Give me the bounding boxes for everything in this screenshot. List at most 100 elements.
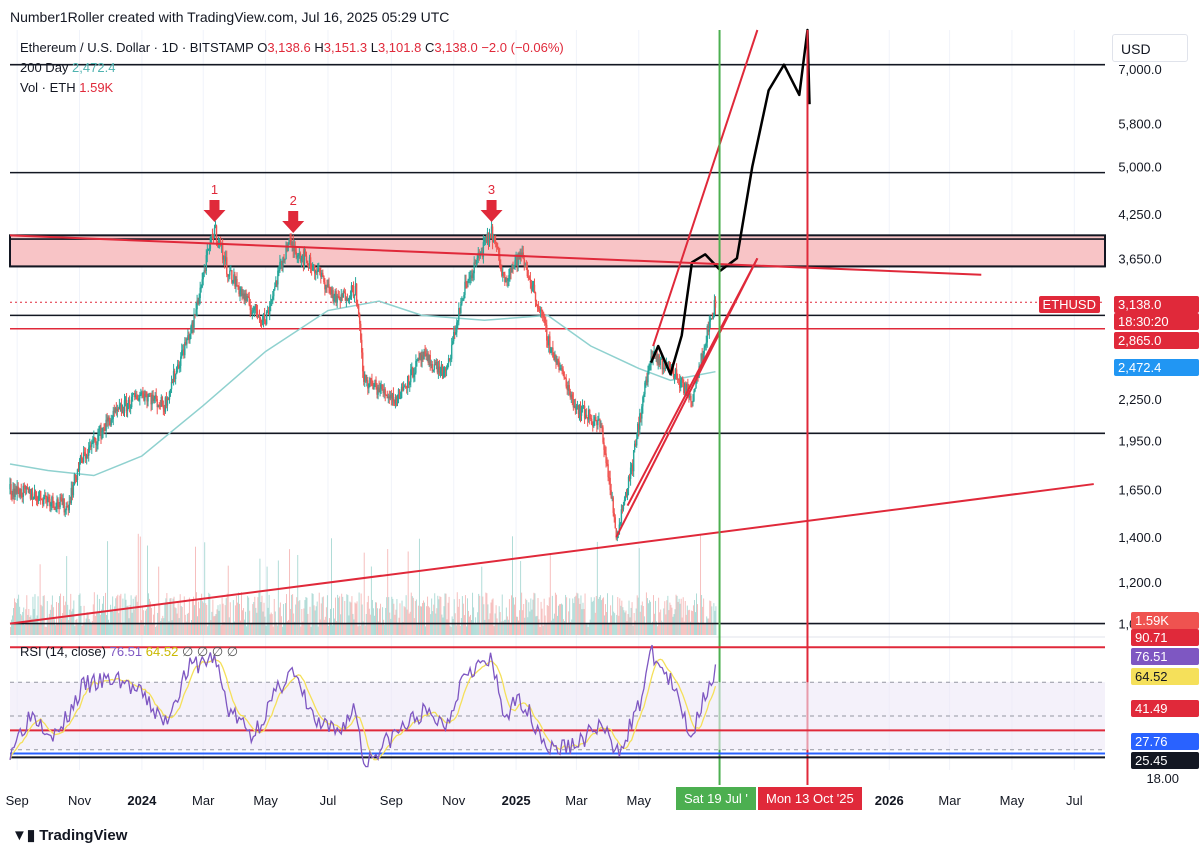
volume-bar xyxy=(24,624,26,635)
candle-body xyxy=(111,418,113,420)
volume-bar xyxy=(300,626,302,635)
volume-bar xyxy=(483,604,485,635)
candle-body xyxy=(43,496,45,505)
volume-bar xyxy=(280,616,282,635)
candle-body xyxy=(286,246,288,252)
legend-symbol[interactable]: Ethereum / U.S. Dollar · 1D · BITSTAMP xyxy=(20,40,254,55)
candle-body xyxy=(142,392,144,398)
volume-bar xyxy=(593,597,595,635)
ma200-line xyxy=(9,300,716,477)
candle-body xyxy=(660,358,662,360)
tradingview-logo[interactable]: ▼▮ TradingView xyxy=(12,826,127,844)
candle-body xyxy=(495,243,498,247)
volume-bar xyxy=(668,610,670,635)
volume-bar xyxy=(229,602,231,635)
candle-body xyxy=(554,355,556,361)
legend-vol-row[interactable]: Vol · ETH 1.59K xyxy=(20,80,113,95)
volume-bar xyxy=(441,614,443,635)
candle-body xyxy=(115,407,118,412)
ma200-polyline xyxy=(9,300,716,477)
volume-bar xyxy=(515,597,516,635)
volume-bar xyxy=(442,617,444,635)
candle-body xyxy=(643,394,645,398)
volume-bar xyxy=(294,621,296,635)
volume-bar xyxy=(686,605,688,635)
candle-body xyxy=(391,393,394,399)
volume-bar xyxy=(314,610,316,635)
volume-bar xyxy=(673,614,675,635)
volume-bar xyxy=(179,594,181,635)
price-axis: 7,000.0 5,800.0 5,000.0 4,250.0 3,650.0 2,250… xyxy=(1118,62,1161,632)
candle-body xyxy=(562,369,564,372)
candle-body xyxy=(14,488,16,497)
volume-bar xyxy=(355,603,357,635)
volume-bar xyxy=(387,549,389,635)
candle-body xyxy=(366,380,368,382)
rsi-pane xyxy=(9,644,1105,768)
volume-bar xyxy=(178,618,180,635)
candle-body xyxy=(347,299,350,301)
candle-body xyxy=(253,307,256,311)
candle-body xyxy=(321,272,323,277)
volume-bar xyxy=(203,602,205,635)
candle-body xyxy=(211,235,214,238)
candle-body xyxy=(581,406,584,408)
volume-bar xyxy=(558,605,559,635)
volume-bar xyxy=(128,618,130,635)
volume-bar xyxy=(523,604,525,635)
candle-body xyxy=(436,361,439,373)
legend-rsi-extra: ∅ ∅ ∅ ∅ xyxy=(181,644,239,659)
volume-bar xyxy=(513,597,514,635)
candle-body xyxy=(659,359,661,366)
candle-body xyxy=(555,355,557,363)
volume-bar xyxy=(166,593,168,635)
candle-body xyxy=(31,493,34,500)
volume-bar xyxy=(126,606,128,635)
volume-bar xyxy=(587,626,589,635)
candle-body xyxy=(463,294,465,299)
candle-body xyxy=(489,233,492,236)
volume-bar xyxy=(378,621,379,635)
candle-body xyxy=(344,292,347,301)
peak-arrow xyxy=(480,200,503,223)
volume-bar xyxy=(68,620,70,635)
candle-body xyxy=(305,255,308,261)
volume-bar xyxy=(445,593,447,635)
candle-body xyxy=(214,225,217,228)
candle-body xyxy=(277,270,279,285)
volume-bar xyxy=(10,626,11,635)
candle-body xyxy=(430,364,432,366)
legend-ma-row[interactable]: 200 Day 2,472.4 xyxy=(20,60,115,75)
candle-body xyxy=(521,252,523,256)
volume-bar xyxy=(638,548,640,635)
candle-body xyxy=(196,300,198,310)
volume-bar xyxy=(574,596,576,635)
candle-body xyxy=(190,326,192,334)
candle-body xyxy=(371,379,373,385)
volume-bar xyxy=(102,603,103,635)
candle-body xyxy=(428,354,430,363)
volume-bar xyxy=(191,600,193,635)
currency-button[interactable]: USD xyxy=(1112,34,1188,62)
candle-body xyxy=(592,424,594,427)
legend-rsi-row[interactable]: RSI (14, close) 76.51 64.52 ∅ ∅ ∅ ∅ xyxy=(20,644,238,660)
candle-body xyxy=(681,377,683,381)
volume-bar xyxy=(655,600,657,635)
candle-body xyxy=(326,285,328,287)
rsi-tag-value: 76.51 xyxy=(1131,648,1199,665)
volume-bar xyxy=(681,617,683,635)
candle-body xyxy=(188,335,190,340)
candle-body xyxy=(199,287,201,299)
volume-bar xyxy=(662,621,664,635)
candle-body xyxy=(270,301,272,307)
volume-bar xyxy=(616,614,618,635)
candle-body xyxy=(517,252,519,266)
candle-body xyxy=(413,374,415,378)
candle-body xyxy=(501,269,503,276)
volume-bar xyxy=(497,622,499,635)
candle-body xyxy=(641,406,643,419)
volume-bar xyxy=(382,607,384,635)
volume-bar xyxy=(479,595,481,635)
volume-bar xyxy=(427,596,429,635)
